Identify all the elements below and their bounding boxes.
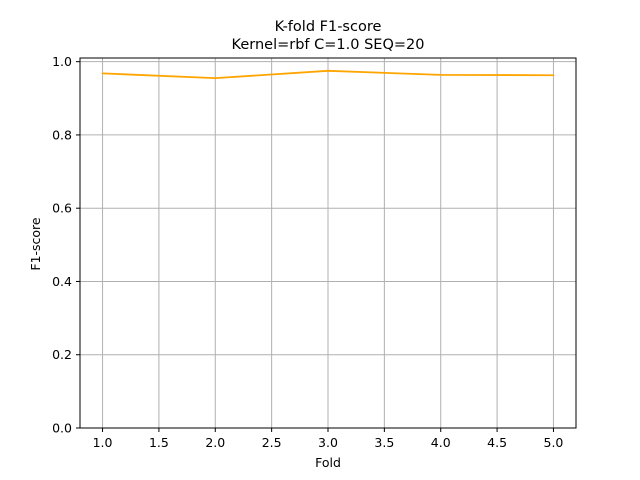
x-tick-label: 2.5	[262, 435, 282, 450]
x-tick-label: 4.0	[431, 435, 451, 450]
data-point	[327, 69, 329, 72]
y-tick-label: 0.2	[52, 347, 72, 362]
data-point	[552, 74, 555, 77]
series-layer	[101, 69, 555, 80]
x-tick-label: 2.0	[205, 435, 225, 450]
y-tick-label: 0.4	[52, 274, 72, 289]
y-tick-label: 0.0	[52, 421, 72, 436]
y-axis-label: F1-score	[28, 217, 43, 271]
chart-subtitle: Kernel=rbf C=1.0 SEQ=20	[232, 37, 425, 53]
y-tick-label: 0.8	[52, 127, 72, 142]
data-point	[214, 77, 217, 80]
x-tick-label: 3.5	[374, 435, 394, 450]
x-tick-label: 5.0	[544, 435, 564, 450]
data-point	[101, 72, 104, 75]
data-point	[439, 73, 442, 76]
chart-title: K-fold F1-score	[275, 19, 382, 35]
x-axis-label: Fold	[315, 455, 341, 470]
x-tick-label: 1.0	[93, 435, 113, 450]
x-tick-label: 4.5	[487, 435, 507, 450]
y-tick-label: 0.6	[52, 201, 72, 216]
y-tick-label: 1.0	[52, 54, 72, 69]
tick-layer: 1.0 1.5 2.0 2.5 3.0 3.5 4.0 4.5 5.0 0.0 0.2 0.4 0.6 0…	[52, 54, 563, 450]
x-tick-label: 3.0	[318, 435, 338, 450]
x-tick-label: 1.5	[149, 435, 169, 450]
